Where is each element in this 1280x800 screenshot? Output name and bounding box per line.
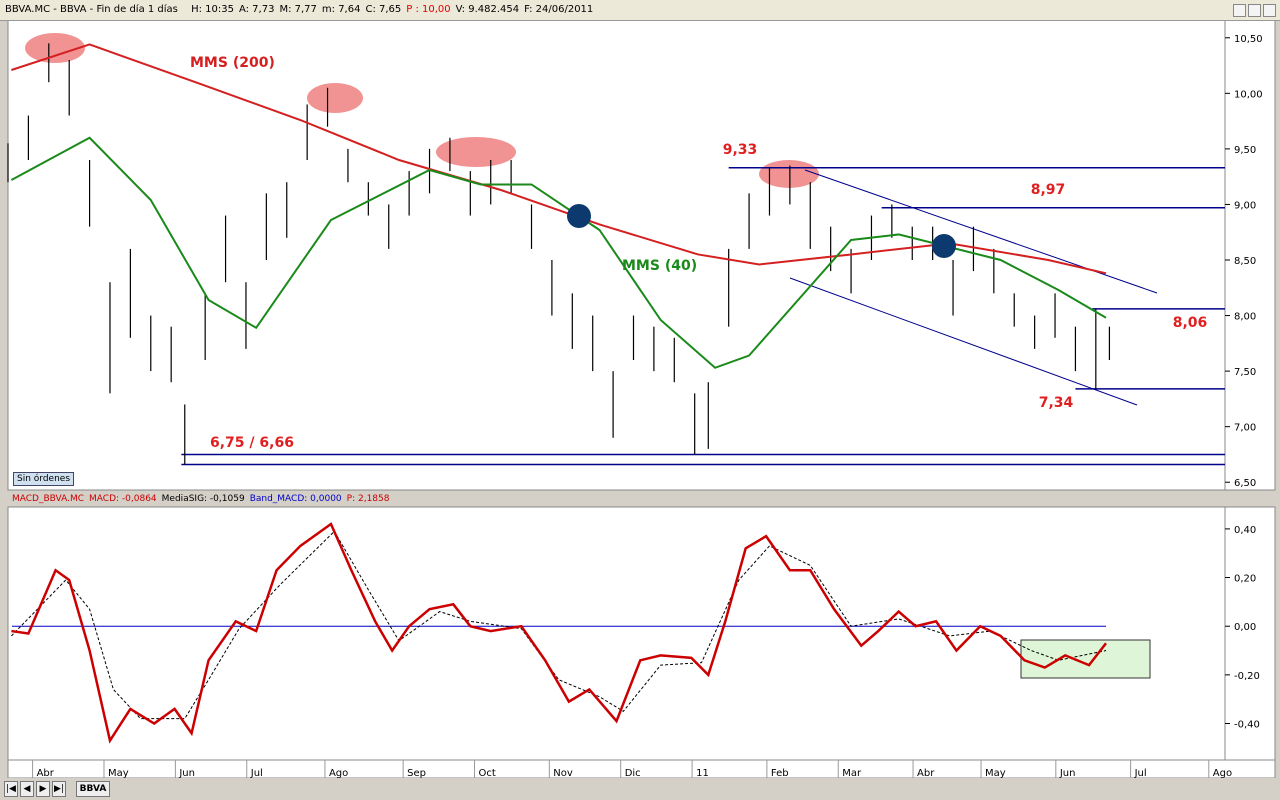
- nav-last[interactable]: ▶|: [52, 781, 66, 797]
- peak-highlight: [307, 83, 363, 113]
- legend-item: Band_MACD: 0,0000: [249, 494, 342, 504]
- x-tick-label: 11: [696, 768, 709, 779]
- legend-item: MACD: -0,0864: [89, 494, 157, 504]
- y-tick-label: -0,20: [1234, 671, 1260, 682]
- cross-marker: [567, 204, 591, 228]
- x-tick-label: Nov: [553, 768, 573, 779]
- header-field: A: 7,73: [238, 4, 275, 15]
- series-label: MMS (200): [190, 55, 275, 71]
- level-label: 9,33: [723, 142, 758, 158]
- x-tick-label: Jun: [178, 768, 195, 779]
- x-tick-label: Jun: [1059, 768, 1076, 779]
- y-tick-label: 9,00: [1234, 200, 1256, 211]
- x-tick-label: May: [985, 768, 1006, 779]
- nav-next[interactable]: ▶: [36, 781, 50, 797]
- instrument: BBVA.MC - BBVA - Fin de día 1 días: [5, 4, 178, 15]
- y-tick-label: 0,00: [1234, 622, 1256, 633]
- header-field: P : 10,00: [406, 4, 451, 15]
- nav-first[interactable]: |◀: [4, 781, 18, 797]
- series-line: [10, 136, 1107, 369]
- macd-axis: [1224, 506, 1276, 761]
- x-tick-label: Abr: [37, 768, 55, 779]
- legend-item: MediaSIG: -0,1059: [161, 494, 245, 504]
- series-label: MMS (40): [622, 258, 697, 274]
- y-tick-label: 8,00: [1234, 312, 1256, 323]
- header-field: m: 7,64: [321, 4, 361, 15]
- symbol-tab[interactable]: BBVA: [76, 781, 110, 797]
- y-tick-label: 7,00: [1234, 423, 1256, 434]
- header-field: F: 24/06/2011: [524, 4, 594, 15]
- minimize[interactable]: [1233, 4, 1246, 17]
- x-tick-label: Jul: [1134, 768, 1147, 779]
- x-tick-label: Abr: [917, 768, 935, 779]
- y-tick-label: 0,20: [1234, 574, 1256, 585]
- level-label: 8,97: [1031, 182, 1066, 198]
- header-field: V: 9.482.454: [455, 4, 520, 15]
- orders-button[interactable]: Sin órdenes: [13, 472, 75, 486]
- series-line: [11, 522, 1108, 744]
- y-tick-label: 8,50: [1234, 256, 1256, 267]
- y-tick-label: 0,40: [1234, 525, 1256, 536]
- x-tick-label: Ago: [1213, 768, 1232, 779]
- y-tick-label: 9,50: [1234, 145, 1256, 156]
- annotation: 6,75 / 6,66: [210, 435, 294, 451]
- macd-legend: MACD_BBVA.MC MACD: -0,0864 MediaSIG: -0,10…: [12, 494, 394, 504]
- close[interactable]: [1263, 4, 1276, 17]
- x-tick-label: Sep: [407, 768, 426, 779]
- x-tick-label: Dic: [625, 768, 641, 779]
- nav-prev[interactable]: ◀: [20, 781, 34, 797]
- level-label: 8,06: [1173, 315, 1208, 331]
- macd-highlight: [1020, 639, 1151, 679]
- navigation-bar: |◀ ◀ ▶ ▶| BBVA: [0, 778, 1280, 800]
- title-bar: BBVA.MC - BBVA - Fin de día 1 días H: 10…: [0, 0, 1280, 21]
- header-field: H: 10:35: [191, 4, 234, 15]
- channel-line: [789, 277, 1138, 406]
- legend-item: P: 2,1858: [346, 494, 390, 504]
- price-axis: [1224, 19, 1276, 491]
- peak-highlight: [436, 137, 516, 167]
- header-field: C: 7,65: [365, 4, 402, 15]
- x-tick-label: Oct: [479, 768, 496, 779]
- x-tick-label: Feb: [771, 768, 789, 779]
- header-field: M: 7,77: [279, 4, 317, 15]
- macd-panel: [7, 506, 1226, 761]
- time-axis: [7, 759, 1276, 779]
- y-tick-label: -0,40: [1234, 720, 1260, 731]
- x-tick-label: Ago: [329, 768, 348, 779]
- y-tick-label: 10,00: [1234, 89, 1263, 100]
- highlights: [25, 33, 819, 188]
- peak-highlight: [759, 160, 819, 188]
- cross-marker: [932, 234, 956, 258]
- x-tick-label: Jul: [250, 768, 263, 779]
- y-tick-label: 10,50: [1234, 34, 1263, 45]
- y-tick-label: 7,50: [1234, 367, 1256, 378]
- x-tick-label: May: [108, 768, 129, 779]
- y-tick-label: 6,50: [1234, 478, 1256, 489]
- maximize[interactable]: [1248, 4, 1261, 17]
- fields: H: 10:35 A: 7,73 M: 7,77 m: 7,64 C: 7,65 P : …: [186, 4, 593, 15]
- legend-item: MACD_BBVA.MC: [12, 494, 85, 504]
- peak-highlight: [25, 33, 85, 63]
- level-label: 7,34: [1039, 395, 1074, 411]
- x-tick-label: Mar: [842, 768, 862, 779]
